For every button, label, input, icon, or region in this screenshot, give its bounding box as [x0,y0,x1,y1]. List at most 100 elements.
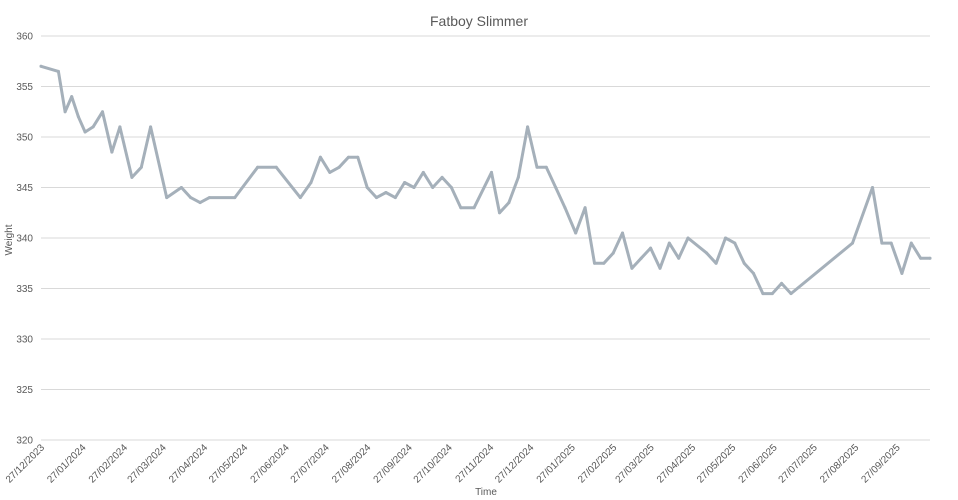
data-point [83,130,87,134]
data-point [39,64,43,68]
data-point [412,186,416,189]
data-point [593,261,596,265]
data-point [554,186,558,189]
y-tick-label: 340 [16,234,33,245]
data-point [574,231,578,235]
x-tick-label: 27/10/2024 [412,442,455,485]
data-point [179,186,183,189]
data-point [880,241,884,245]
data-point [149,125,153,129]
data-point [384,191,388,194]
y-tick-label: 320 [16,436,33,447]
y-axis-label: Weight [4,224,15,255]
x-tick-label: 27/03/2025 [614,442,657,485]
data-point [724,236,727,240]
x-tick-label: 27/02/2025 [576,442,619,485]
data-point [658,266,662,270]
x-tick-label: 27/01/2025 [535,442,578,485]
data-point [900,271,904,275]
data-point [851,241,854,245]
data-point [526,125,530,129]
data-point [871,186,874,189]
data-point [889,241,893,245]
data-point [630,266,634,270]
data-point [752,271,755,275]
x-axis-ticks: 27/12/202327/01/202427/02/202427/03/2024… [4,442,903,485]
x-tick-label: 27/09/2025 [860,442,903,485]
data-point [649,246,653,250]
x-tick-label: 27/06/2025 [737,442,780,485]
chart-title: Fatboy Slimmer [430,13,528,29]
data-point [318,155,322,159]
data-point [207,196,211,200]
data-point [667,241,671,245]
data-point [233,196,237,200]
data-point [110,150,114,154]
y-tick-label: 360 [16,32,33,43]
data-point [507,201,511,205]
data-point [919,256,923,260]
data-point [76,115,80,119]
x-tick-label: 27/12/2024 [493,442,536,485]
data-point [516,175,520,179]
data-point [375,196,378,200]
data-point [459,206,463,210]
data-point [449,186,453,189]
data-point [421,170,425,174]
data-point [535,165,539,169]
x-tick-label: 27/05/2025 [695,442,738,485]
x-tick-label: 27/11/2024 [454,442,497,485]
data-point [789,292,793,296]
data-point [274,165,278,169]
data-point [714,261,718,265]
data-point [431,186,435,189]
data-point [189,196,193,200]
gridlines [41,35,930,441]
data-point [91,125,95,129]
data-point [101,110,104,114]
y-tick-label: 350 [16,133,33,144]
data-point [742,261,746,265]
data-point [705,251,709,255]
data-point [337,165,341,169]
x-axis-label: Time [475,487,497,498]
y-axis-ticks: 320 325 330 335 340 345 350 355 360 [16,32,33,447]
data-point [472,206,476,210]
data-point [490,170,493,174]
data-point [761,292,765,296]
x-tick-label: 27/04/2025 [655,442,698,485]
data-point [544,165,548,169]
x-tick-label: 27/01/2024 [45,442,88,485]
x-tick-label: 27/08/2024 [330,442,373,485]
data-point [909,241,913,245]
data-point [440,175,444,179]
data-point [365,186,369,189]
data-point [356,155,360,159]
data-point [563,206,567,210]
data-point [686,236,690,240]
x-tick-label: 27/04/2024 [167,442,210,485]
x-tick-label: 27/06/2024 [249,442,292,485]
y-tick-label: 345 [16,183,33,194]
data-point [256,165,260,169]
data-point [165,196,169,200]
data-point [139,165,143,169]
x-tick-label: 27/07/2024 [289,442,332,485]
data-point [118,125,122,129]
x-tick-label: 27/08/2025 [818,442,861,485]
y-tick-label: 355 [16,82,33,93]
data-point [347,155,350,159]
series-line-0 [39,64,932,296]
data-point [733,241,737,245]
data-point [498,211,501,215]
data-point [621,231,624,235]
series-layer [39,64,932,296]
data-point [639,256,643,260]
data-point [602,261,606,265]
data-point [780,281,784,285]
data-point [56,69,60,73]
data-point [198,201,202,205]
y-tick-label: 325 [16,385,33,396]
x-tick-label: 27/05/2024 [207,442,250,485]
